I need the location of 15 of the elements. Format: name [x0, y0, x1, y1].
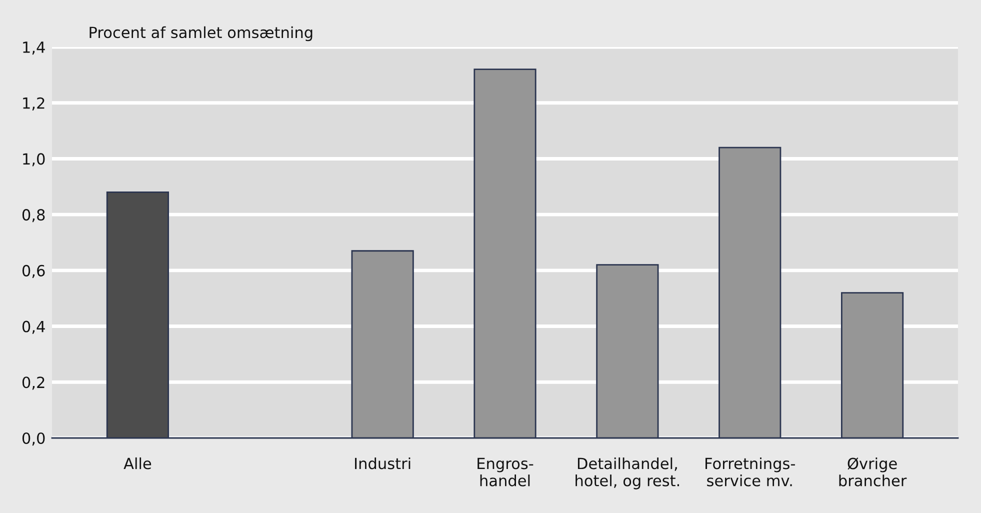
x-tick-label: Alle: [124, 457, 152, 470]
y-tick-label: 0,4: [22, 320, 45, 334]
y-tick-label: 1,4: [23, 42, 45, 55]
y-tick-label: 0,6: [22, 264, 45, 278]
x-tick-label: Forretnings- service mv.: [706, 457, 795, 486]
y-tick-label: 0,0: [22, 432, 45, 446]
y-tick-label: 0,8: [22, 209, 45, 222]
y-tick-label: 1,2: [23, 97, 44, 110]
y-tick-label: 1,0: [23, 153, 45, 166]
x-tick-label: Industri: [355, 457, 410, 470]
x-tick-label: Engros- handel: [478, 458, 534, 486]
x-tick-label: Detailhandel, hotel, og rest.: [576, 457, 679, 490]
x-tick-label: Øvrige brancher: [839, 457, 907, 486]
y-axis-title: Procent af samlet omsætning: [90, 26, 312, 42]
y-tick-label: 0,2: [22, 376, 44, 390]
